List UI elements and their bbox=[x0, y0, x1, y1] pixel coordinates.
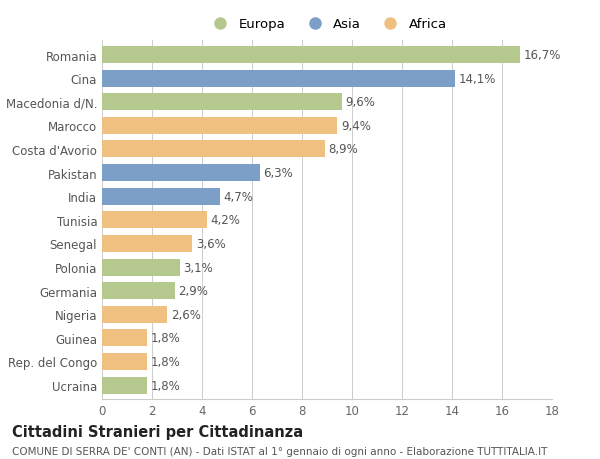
Bar bbox=[102, 282, 175, 299]
Text: 9,6%: 9,6% bbox=[346, 96, 376, 109]
Text: COMUNE DI SERRA DE' CONTI (AN) - Dati ISTAT al 1° gennaio di ogni anno - Elabora: COMUNE DI SERRA DE' CONTI (AN) - Dati IS… bbox=[12, 446, 547, 456]
Text: 4,2%: 4,2% bbox=[211, 214, 241, 227]
Text: 1,8%: 1,8% bbox=[151, 355, 181, 368]
Bar bbox=[102, 118, 337, 134]
Bar bbox=[102, 188, 220, 205]
Bar bbox=[102, 165, 260, 182]
Bar bbox=[102, 47, 520, 64]
Text: Cittadini Stranieri per Cittadinanza: Cittadini Stranieri per Cittadinanza bbox=[12, 425, 303, 440]
Text: 9,4%: 9,4% bbox=[341, 120, 371, 133]
Bar bbox=[102, 94, 342, 111]
Text: 2,9%: 2,9% bbox=[178, 285, 208, 297]
Bar bbox=[102, 259, 179, 276]
Bar bbox=[102, 71, 455, 88]
Bar bbox=[102, 141, 325, 158]
Text: 6,3%: 6,3% bbox=[263, 167, 293, 179]
Text: 3,6%: 3,6% bbox=[196, 237, 226, 250]
Legend: Europa, Asia, Africa: Europa, Asia, Africa bbox=[207, 18, 447, 31]
Text: 1,8%: 1,8% bbox=[151, 331, 181, 345]
Bar bbox=[102, 212, 207, 229]
Text: 2,6%: 2,6% bbox=[171, 308, 200, 321]
Bar bbox=[102, 235, 192, 252]
Text: 8,9%: 8,9% bbox=[328, 143, 358, 156]
Bar bbox=[102, 306, 167, 323]
Text: 14,1%: 14,1% bbox=[458, 73, 496, 85]
Bar bbox=[102, 377, 147, 394]
Text: 4,7%: 4,7% bbox=[223, 190, 253, 203]
Text: 16,7%: 16,7% bbox=[523, 49, 560, 62]
Text: 1,8%: 1,8% bbox=[151, 379, 181, 392]
Bar bbox=[102, 353, 147, 370]
Bar bbox=[102, 330, 147, 347]
Text: 3,1%: 3,1% bbox=[183, 261, 213, 274]
